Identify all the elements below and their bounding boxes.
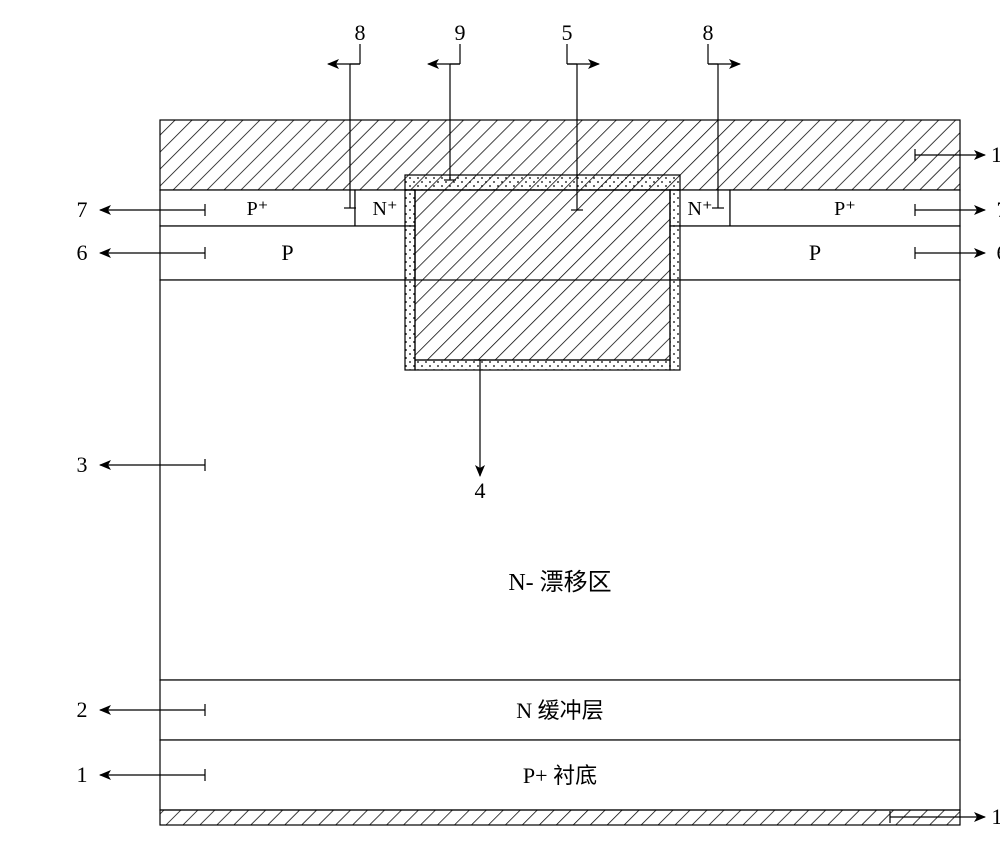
callout-8l-label: 8 xyxy=(355,20,366,45)
p-plus-right-label: P⁺ xyxy=(834,198,856,220)
callout-9-label: 9 xyxy=(455,20,466,45)
diagram-stage: P⁺ N⁺ N⁺ P⁺ P P N- 漂移区 N 缓冲层 P+ 衬底 8 9 5 8 7 6 3 2 1 10 7 6 1… xyxy=(20,20,1000,842)
callout-2-label: 2 xyxy=(77,697,88,722)
gate-oxide-top xyxy=(405,175,680,190)
p-well-left-label: P xyxy=(281,240,293,265)
gate-oxide-left xyxy=(405,190,415,370)
drift-label: N- 漂移区 xyxy=(508,569,611,596)
callout-1-label: 1 xyxy=(77,762,88,787)
cross-section-diagram: P⁺ N⁺ N⁺ P⁺ P P N- 漂移区 N 缓冲层 P+ 衬底 8 9 5 8 7 6 3 2 1 10 7 6 1… xyxy=(20,20,1000,842)
p-well-right-label: P xyxy=(809,240,821,265)
n-plus-right-label: N⁺ xyxy=(688,198,713,220)
callout-7r-label: 7 xyxy=(997,197,1000,222)
p-plus-left-label: P⁺ xyxy=(247,198,269,220)
callout-4-label: 4 xyxy=(475,478,486,503)
callout-6l-label: 6 xyxy=(77,240,88,265)
n-plus-left-label: N⁺ xyxy=(373,198,398,220)
callout-5-label: 5 xyxy=(562,20,573,45)
callout-11-label: 11 xyxy=(991,804,1000,829)
buffer-label: N 缓冲层 xyxy=(516,698,603,723)
callout-10-label: 10 xyxy=(991,142,1000,167)
substrate-label: P+ 衬底 xyxy=(523,763,597,788)
callout-6r-label: 6 xyxy=(997,240,1000,265)
callout-8r-label: 8 xyxy=(703,20,714,45)
callout-7l-label: 7 xyxy=(77,197,88,222)
bottom-electrode xyxy=(160,810,960,825)
gate-electrode xyxy=(415,190,670,360)
gate-oxide-right xyxy=(670,190,680,370)
callout-3-label: 3 xyxy=(77,452,88,477)
gate-oxide-bottom xyxy=(415,360,670,370)
